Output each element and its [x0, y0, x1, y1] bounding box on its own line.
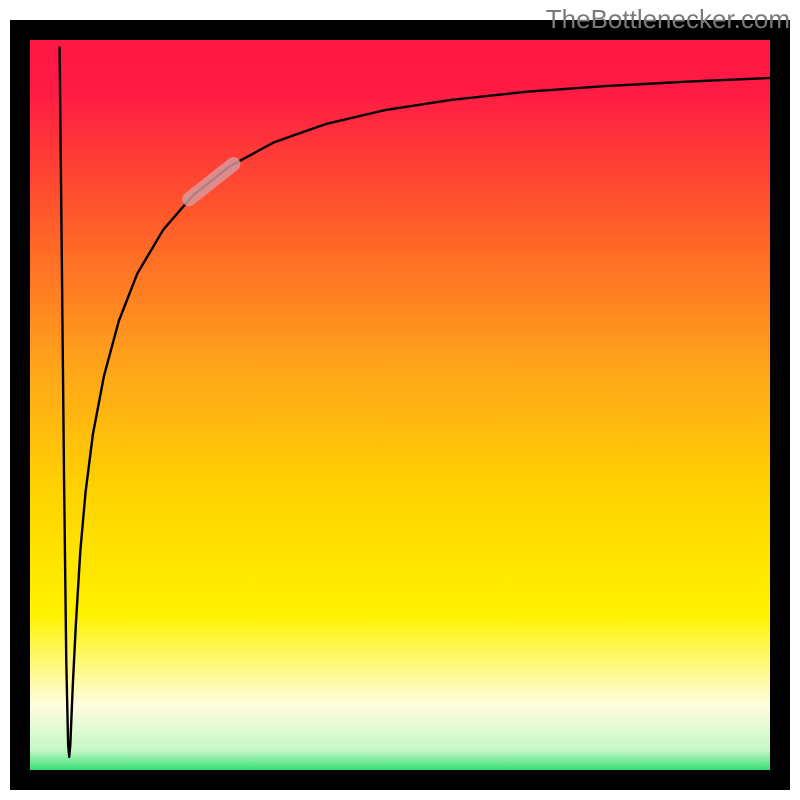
plot-background: [20, 30, 780, 780]
chart-root: TheBottlenecker.com: [0, 0, 800, 800]
watermark-text: TheBottlenecker.com: [546, 4, 790, 35]
chart-svg: [0, 0, 800, 800]
